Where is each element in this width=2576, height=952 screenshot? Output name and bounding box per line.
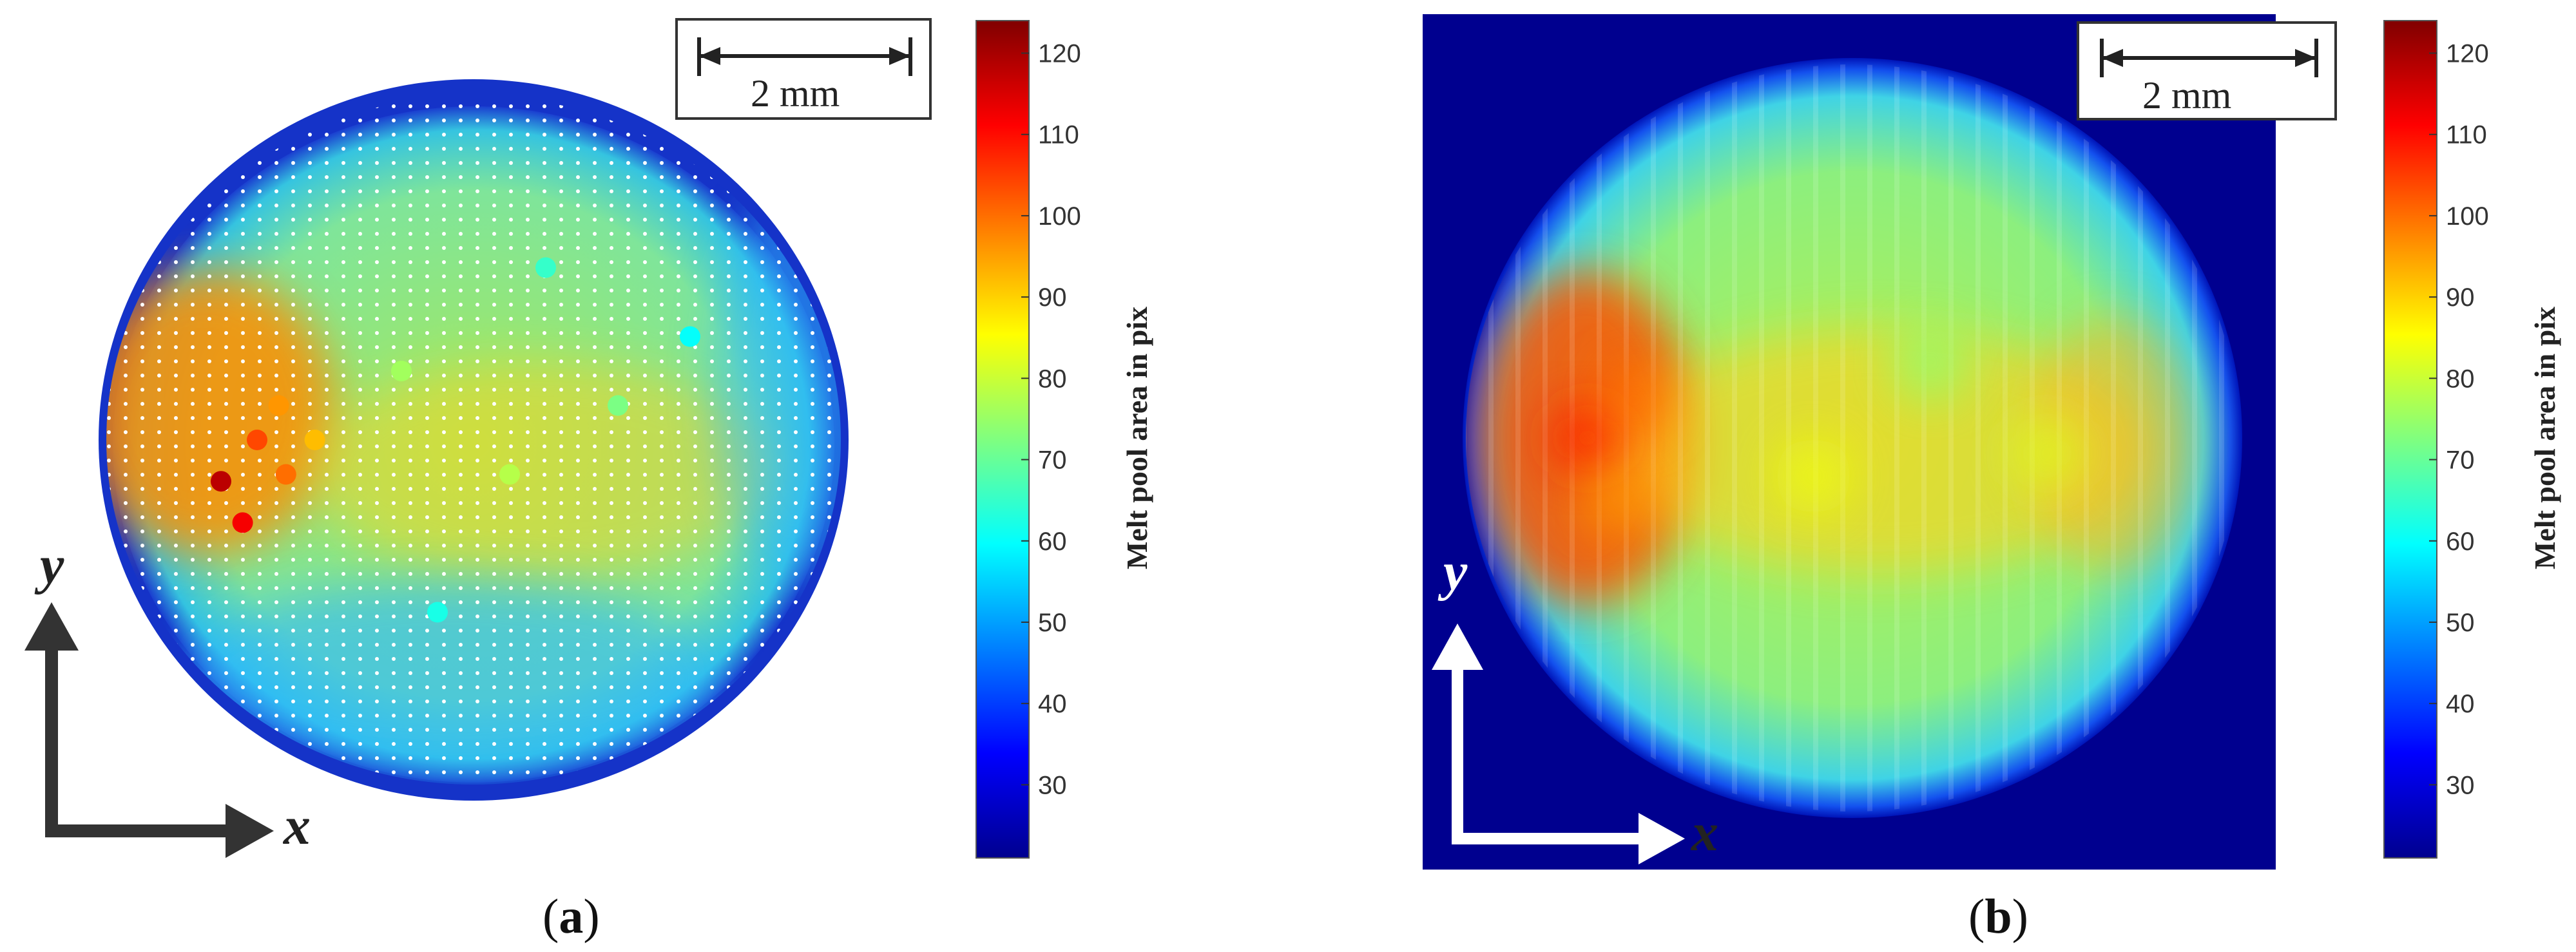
scale-bar-label-b: 2 mm: [2142, 74, 2231, 117]
colorbar-tick-label-b: 40: [2446, 690, 2475, 718]
panel-caption-b: (b): [1968, 890, 2028, 944]
colorbar-tick-label-a: 80: [1038, 365, 1067, 393]
scale-bar-b: 2 mm: [2077, 21, 2337, 120]
scatter-point: [535, 257, 556, 278]
heatmap-hotspots-b: [1548, 323, 2086, 538]
scatter-points-a: [211, 257, 700, 623]
heatmap-hotspot: [1595, 361, 1673, 439]
axis-arrows-b: y x: [1432, 542, 1718, 864]
scale-bar-a: 2 mm: [675, 18, 932, 120]
panel-letter-b: b: [1985, 890, 2012, 944]
scatter-point: [275, 464, 296, 485]
scatter-point: [232, 512, 253, 533]
x-axis-letter-a: x: [282, 796, 311, 856]
scatter-point: [247, 430, 267, 450]
colorbar-b: 30 40 50 60 70 80 90 100 110 120 Melt pool area i…: [2383, 20, 2561, 859]
x-axis-letter-b: x: [1690, 803, 1718, 862]
heatmap-hotspot: [1774, 437, 1852, 515]
scatter-point: [211, 471, 231, 492]
panel-letter-a: a: [559, 890, 584, 944]
scale-bar-label-a: 2 mm: [751, 72, 840, 115]
heatmap-hotspot: [1580, 460, 1657, 538]
scatter-point: [391, 361, 412, 381]
colorbar-a: 30 40 50 60 70 80 90 100 110 120 Melt pool area i…: [976, 20, 1153, 859]
colorbar-tick-label-b: 120: [2446, 39, 2489, 68]
colorbar-tick-label-a: 50: [1038, 609, 1067, 637]
colorbar-ticks-b: 30 40 50 60 70 80 90 100 110 120: [2429, 39, 2489, 799]
panel-a: 2 mm y x 30 40 50 60 70 80 90 100 110 120 Melt po…: [24, 18, 1153, 859]
colorbar-tick-label-a: 70: [1038, 446, 1067, 475]
scatter-point: [304, 430, 325, 450]
colorbar-label-a: Melt pool area in pix: [1120, 307, 1153, 569]
panel-caption-a: (a): [543, 890, 600, 944]
hot-region-a: [106, 95, 841, 785]
scatter-point: [608, 395, 628, 416]
heatmap-hotspot: [2008, 414, 2086, 492]
y-axis-letter-a: y: [34, 535, 64, 595]
colorbar-tick-label-b: 60: [2446, 528, 2475, 556]
colorbar-tick-label-a: 120: [1038, 39, 1081, 68]
colorbar-tick-label-a: 40: [1038, 690, 1067, 718]
colorbar-tick-label-b: 50: [2446, 609, 2475, 637]
colorbar-tick-label-a: 110: [1038, 121, 1079, 149]
colorbar-tick-label-a: 60: [1038, 528, 1067, 556]
panel-b: 2 mm y x 30 40 50 60 70 80 90 100 110 120 Melt po…: [1423, 14, 2561, 870]
colorbar-tick-label-b: 100: [2446, 202, 2489, 231]
colorbar-tick-label-b: 110: [2446, 121, 2487, 149]
scatter-point: [499, 464, 520, 485]
colorbar-tick-label-b: 70: [2446, 446, 2475, 475]
colorbar-tick-label-a: 30: [1038, 771, 1067, 799]
colorbar-tick-label-a: 100: [1038, 202, 1081, 231]
colorbar-tick-label-b: 90: [2446, 283, 2475, 312]
colorbar-tick-label-a: 90: [1038, 283, 1067, 312]
colorbar-tick-label-b: 80: [2446, 365, 2475, 393]
colorbar-tick-label-b: 30: [2446, 771, 2475, 799]
heatmap-hotspot: [1892, 323, 1969, 401]
scatter-point: [268, 395, 289, 416]
scatter-point: [680, 326, 700, 347]
colorbar-gradient-b: [2383, 20, 2437, 859]
colorbar-ticks-a: 30 40 50 60 70 80 90 100 110 120: [1021, 39, 1081, 799]
scatter-point: [427, 602, 448, 623]
colorbar-gradient-a: [976, 20, 1030, 859]
colorbar-label-b: Melt pool area in pix: [2528, 307, 2561, 569]
